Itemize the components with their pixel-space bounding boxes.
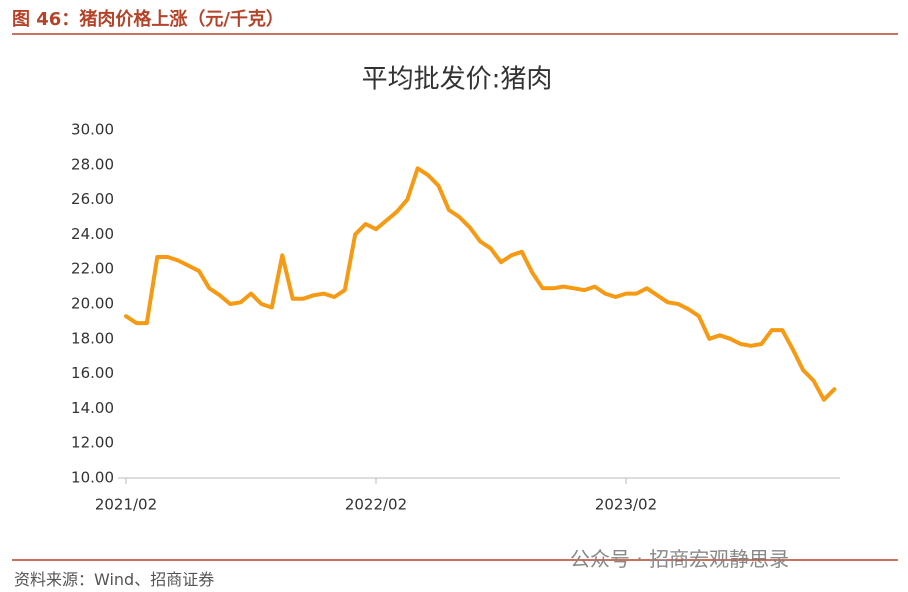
y-tick-label: 26.00 [71, 190, 114, 208]
x-tick-label: 2021/02 [95, 496, 157, 514]
y-tick-label: 20.00 [71, 295, 114, 313]
y-tick-label: 24.00 [71, 225, 114, 243]
y-tick-label: 16.00 [71, 364, 114, 382]
y-tick-label: 18.00 [71, 329, 114, 347]
data-line [124, 166, 837, 402]
x-tick-label: 2022/02 [345, 496, 407, 514]
y-tick-label: 12.00 [71, 434, 114, 452]
source-note: 资料来源：Wind、招商证券 [14, 570, 215, 589]
figure-caption: 图 46：猪肉价格上涨（元/千克） [12, 9, 284, 30]
y-tick-label: 14.00 [71, 399, 114, 417]
y-tick-label: 22.00 [71, 260, 114, 278]
y-tick-label: 28.00 [71, 155, 114, 173]
y-tick-label: 10.00 [71, 469, 114, 487]
chart-title: 平均批发价:猪肉 [362, 65, 553, 95]
watermark: 公众号 · 招商宏观静思录 [570, 547, 790, 571]
x-tick-label: 2023/02 [595, 496, 657, 514]
y-tick-label: 30.00 [71, 121, 114, 139]
